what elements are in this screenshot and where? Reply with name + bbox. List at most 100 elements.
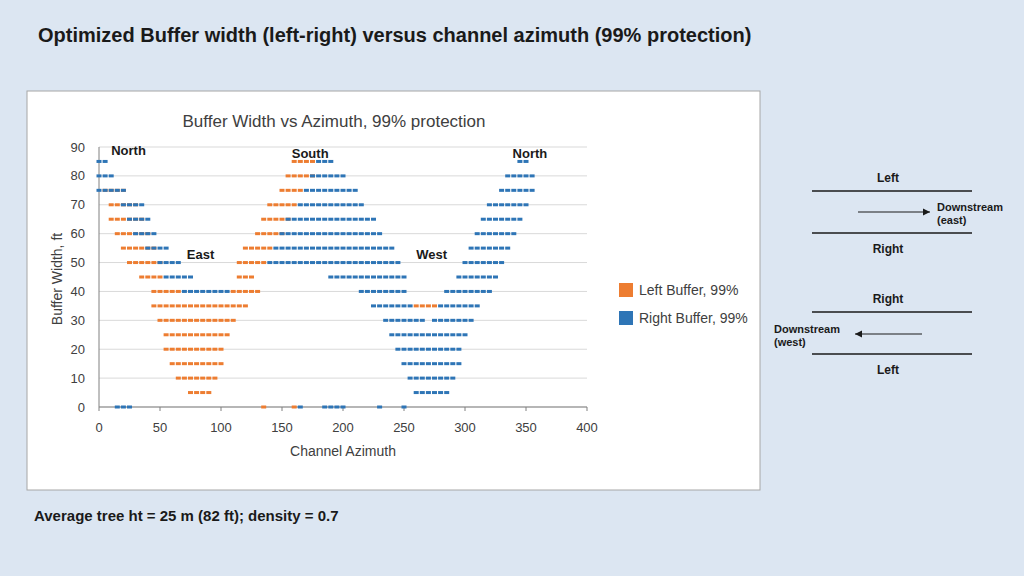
point (322, 247, 327, 250)
point (188, 290, 193, 293)
point (365, 232, 370, 235)
point (444, 377, 449, 380)
y-tick-label: 0 (78, 400, 85, 415)
point (200, 333, 205, 336)
point (127, 232, 132, 235)
point (359, 276, 364, 279)
point (304, 218, 309, 221)
point (377, 247, 382, 250)
point (133, 247, 138, 250)
arrow-head (923, 209, 930, 216)
point (182, 276, 187, 279)
point (420, 304, 425, 307)
point (219, 304, 224, 307)
point (267, 218, 272, 221)
point (463, 319, 468, 322)
point (505, 189, 510, 192)
point (206, 377, 211, 380)
point (255, 232, 260, 235)
point (353, 203, 358, 206)
point (170, 319, 175, 322)
point (310, 232, 315, 235)
point (383, 261, 388, 264)
point (347, 276, 352, 279)
point (334, 218, 339, 221)
point (438, 304, 443, 307)
point (127, 261, 132, 264)
point (109, 218, 114, 221)
point (298, 174, 303, 177)
x-tick (99, 407, 100, 411)
legend-swatch (619, 311, 633, 325)
point (206, 391, 211, 394)
grid-line (99, 378, 587, 379)
point (103, 174, 108, 177)
point (383, 319, 388, 322)
point (127, 218, 132, 221)
point (121, 189, 126, 192)
point (176, 377, 181, 380)
point (164, 290, 169, 293)
point (158, 319, 163, 322)
point (377, 276, 382, 279)
point (145, 247, 150, 250)
chart-title: Buffer Width vs Azimuth, 99% protection (183, 112, 486, 131)
point (139, 261, 144, 264)
annotation: West (416, 247, 447, 262)
point (115, 189, 120, 192)
legend-label: Left Buffer, 99% (639, 282, 738, 298)
point (438, 333, 443, 336)
point (145, 261, 150, 264)
point (316, 261, 321, 264)
point (438, 377, 443, 380)
point (194, 348, 199, 351)
x-tick-label: 350 (515, 420, 537, 435)
point (200, 304, 205, 307)
point (438, 319, 443, 322)
point (127, 203, 132, 206)
point (402, 276, 407, 279)
point (115, 189, 120, 192)
point (487, 203, 492, 206)
point (487, 247, 492, 250)
point (261, 406, 266, 409)
point (115, 406, 120, 409)
point (225, 333, 230, 336)
point (365, 218, 370, 221)
point (292, 189, 297, 192)
y-tick-label: 60 (71, 226, 85, 241)
point (463, 290, 468, 293)
point (139, 247, 144, 250)
point (145, 218, 150, 221)
point (158, 276, 163, 279)
point (469, 304, 474, 307)
point (426, 304, 431, 307)
point (347, 261, 352, 264)
point (414, 333, 419, 336)
point (475, 304, 480, 307)
point (176, 333, 181, 336)
point (426, 391, 431, 394)
point (225, 290, 230, 293)
point (158, 261, 163, 264)
grid-line (99, 262, 587, 263)
point (316, 203, 321, 206)
bank-line (812, 232, 972, 234)
point (310, 247, 315, 250)
point (280, 189, 285, 192)
point (420, 391, 425, 394)
point (456, 348, 461, 351)
point (389, 261, 394, 264)
point (377, 261, 382, 264)
point (298, 232, 303, 235)
point (145, 276, 150, 279)
point (200, 319, 205, 322)
point (493, 261, 498, 264)
point (395, 290, 400, 293)
point (420, 333, 425, 336)
point (286, 218, 291, 221)
point (353, 247, 358, 250)
point (243, 247, 248, 250)
point (158, 247, 163, 250)
flow-label: (east) (937, 214, 967, 226)
